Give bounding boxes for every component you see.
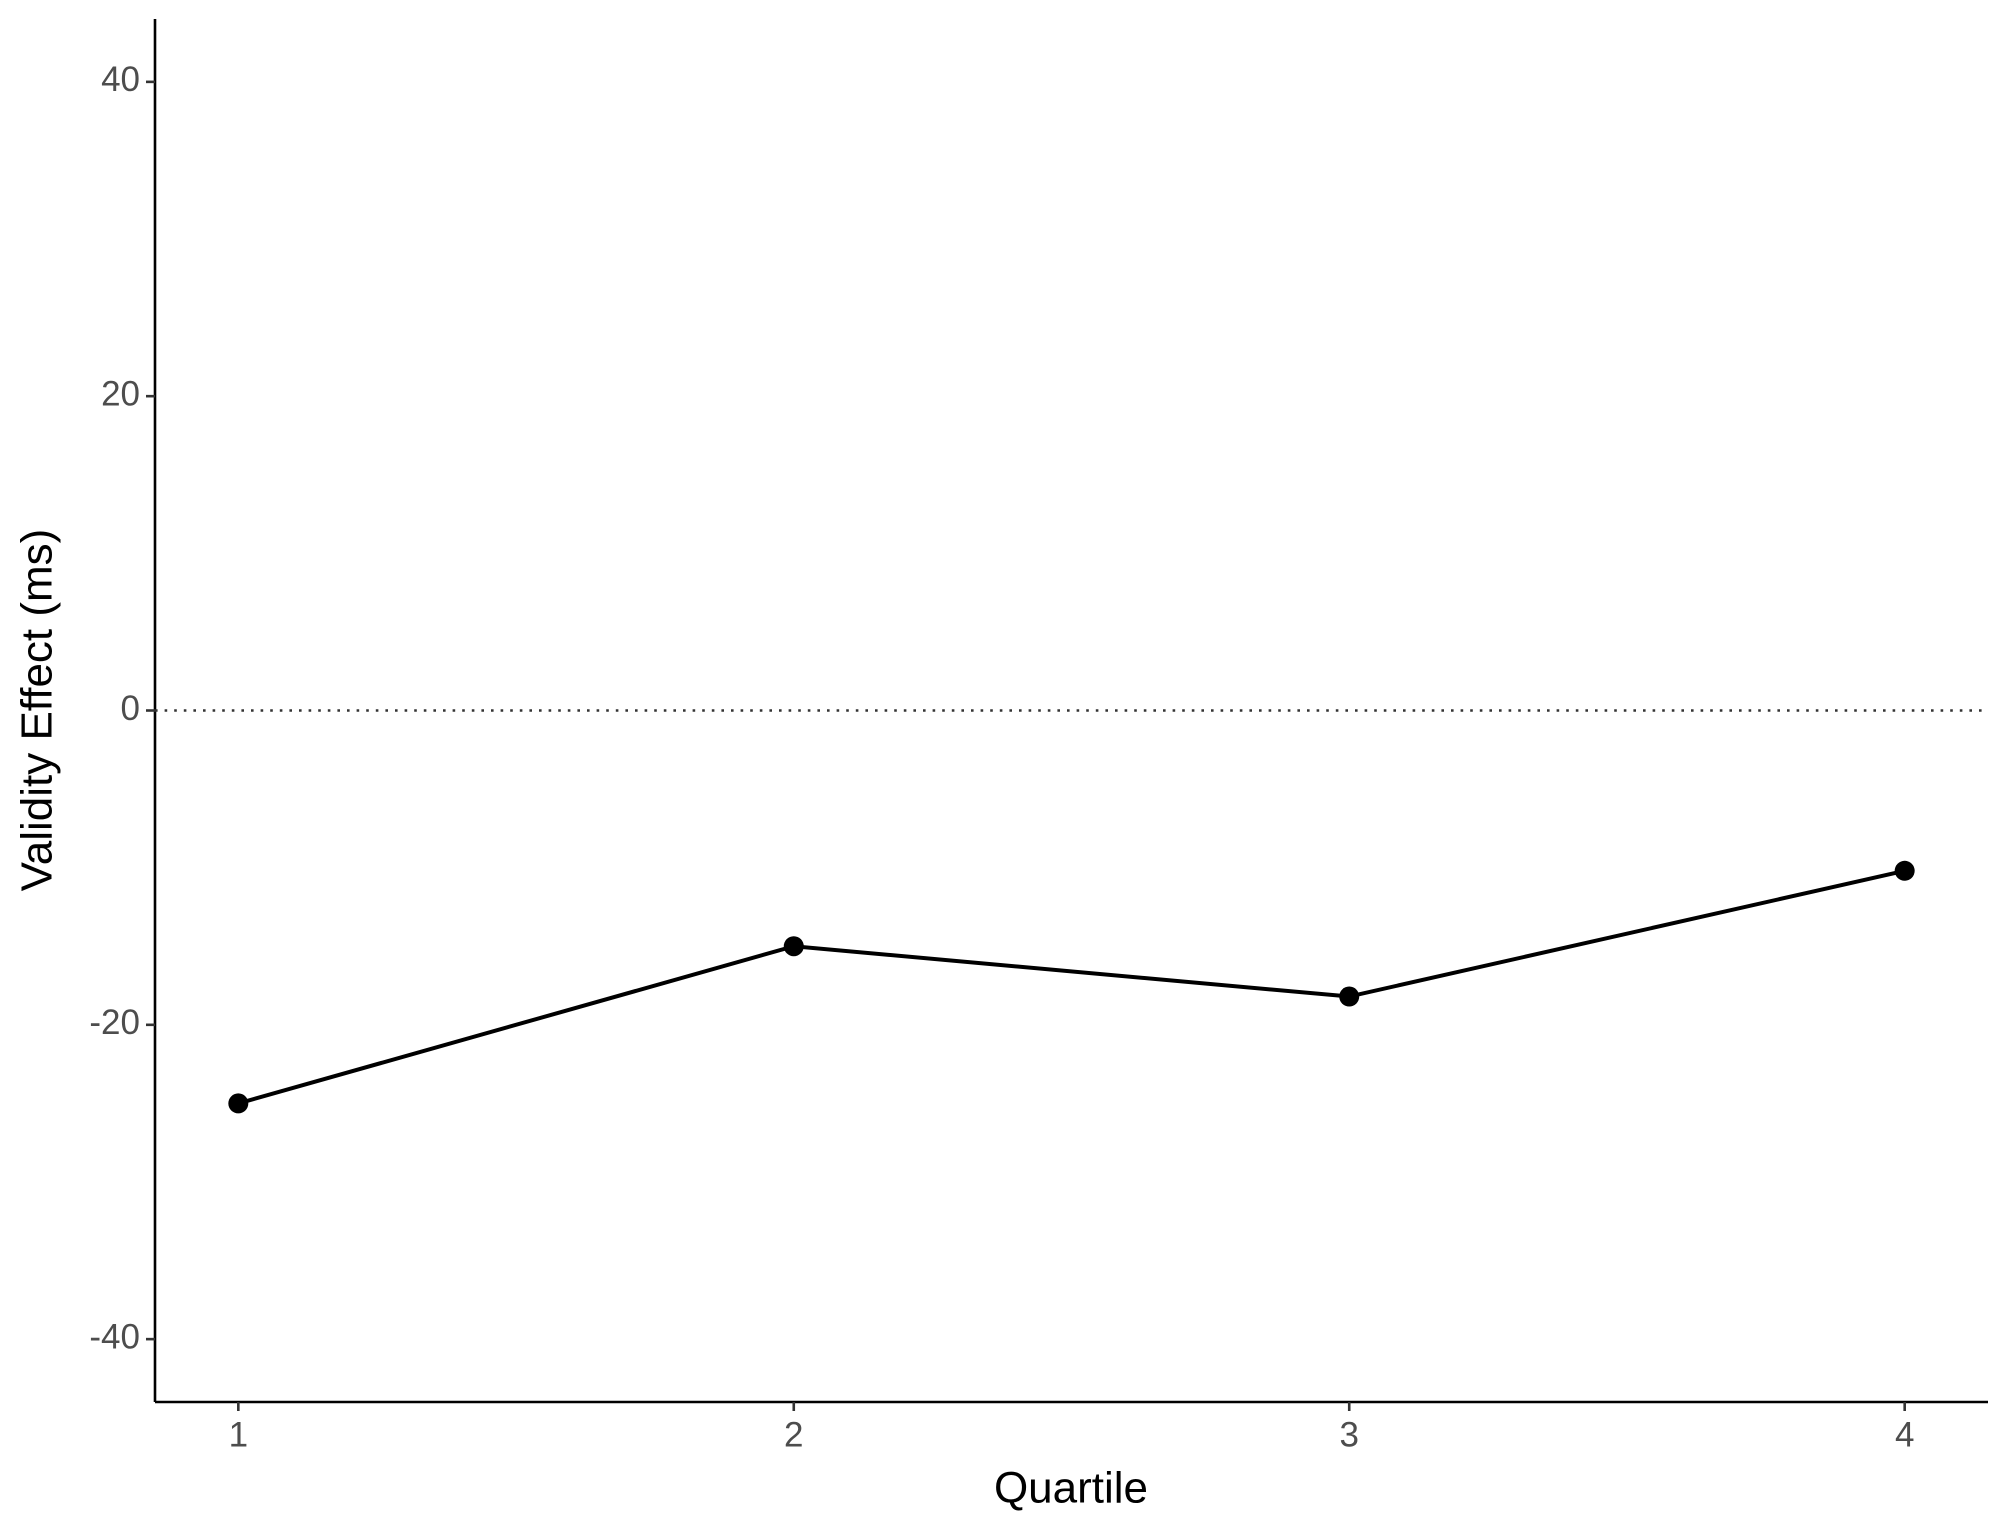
- y-tick-label: -40: [89, 1317, 140, 1356]
- x-tick-label: 3: [1339, 1415, 1358, 1454]
- y-tick-label: -20: [89, 1003, 140, 1042]
- y-tick-label: 40: [101, 60, 140, 99]
- point: [1339, 986, 1360, 1007]
- line: [237, 868, 1906, 1106]
- x-tick-label: 2: [784, 1415, 803, 1454]
- y-axis-title: Validity Effect (ms): [13, 529, 62, 892]
- x-tick-label: 4: [1895, 1415, 1914, 1454]
- point: [783, 936, 804, 957]
- x-axis-title: Quartile: [994, 1464, 1148, 1513]
- x-tick-label: 1: [229, 1415, 248, 1454]
- point: [1894, 860, 1915, 881]
- point: [228, 1093, 249, 1114]
- y-tick-label: 20: [101, 374, 140, 413]
- y-tick-label: 0: [121, 689, 140, 728]
